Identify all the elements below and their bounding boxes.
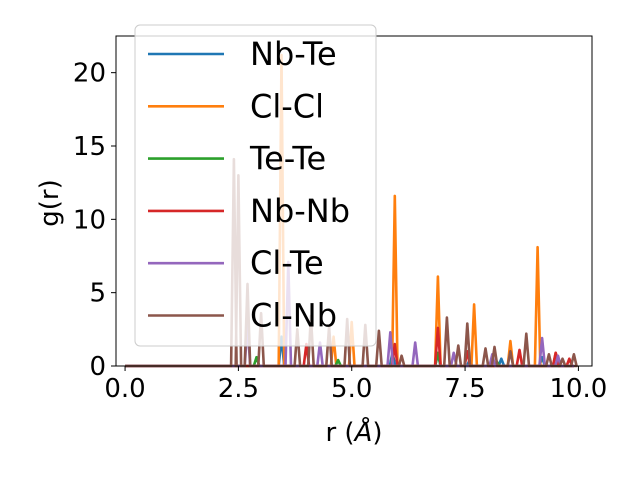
legend-label: Nb-Te	[250, 35, 337, 73]
legend-label: Cl-Te	[250, 244, 324, 282]
x-axis-label: r (Å)	[325, 416, 382, 448]
y-tick-label: 20	[73, 59, 106, 89]
legend: Nb-Te Cl-Cl Te-Te Nb-Nb Cl-Te Cl-Nb	[134, 24, 377, 347]
legend-label: Cl-Cl	[250, 87, 324, 125]
x-axis-label-unit: Å	[353, 416, 373, 448]
x-tick-label: 10.0	[549, 374, 607, 404]
x-tick-label: 5.0	[331, 374, 372, 404]
legend-label: Cl-Nb	[250, 297, 337, 335]
y-tick-label: 15	[73, 132, 106, 162]
x-tick-label: 2.5	[218, 374, 259, 404]
x-tick-label: 7.5	[444, 374, 485, 404]
x-axis-label-main: r (	[325, 418, 354, 448]
y-axis-label: g(r)	[35, 179, 65, 226]
y-tick-label: 0	[89, 352, 106, 382]
x-tick-label: 0.0	[104, 374, 145, 404]
ticks: 0.0 2.5 5.0 7.5 10.0 0 5 10 15 20	[73, 59, 607, 404]
y-tick-label: 5	[89, 279, 106, 309]
x-axis-label-close: )	[372, 418, 382, 448]
legend-label: Te-Te	[249, 140, 326, 178]
y-tick-label: 10	[73, 205, 106, 235]
legend-label: Nb-Nb	[250, 192, 350, 230]
